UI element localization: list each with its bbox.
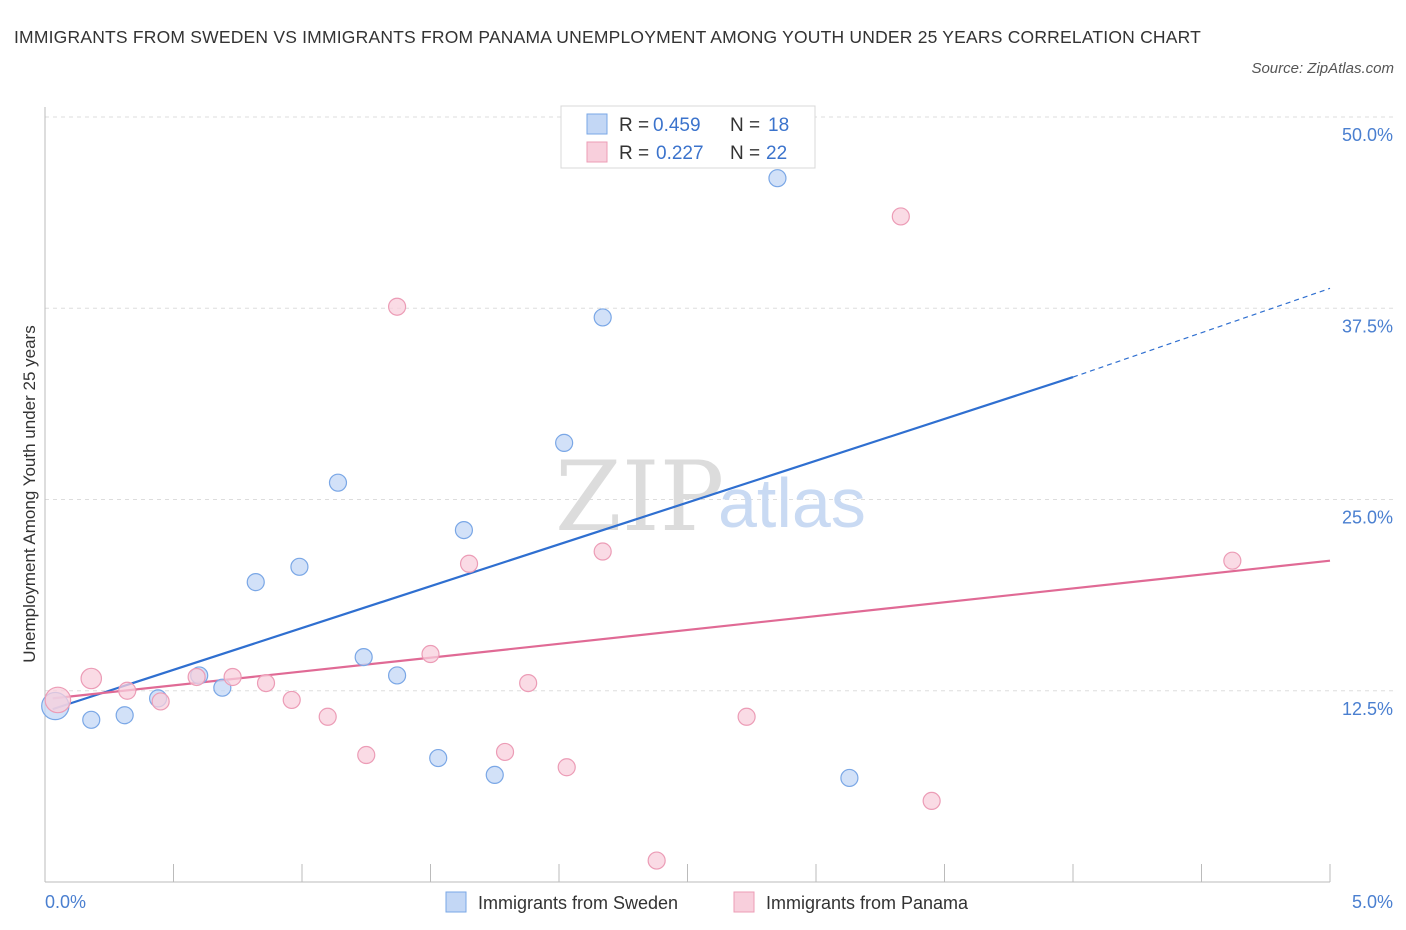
chart-title: IMMIGRANTS FROM SWEDEN VS IMMIGRANTS FRO…: [14, 27, 1202, 47]
y-axis-label: Unemployment Among Youth under 25 years: [20, 325, 39, 662]
point-panama: [737, 707, 756, 726]
top-legend: R = 0.459 N = 18 R = 0.227 N = 22: [560, 105, 816, 169]
point-panama: [151, 692, 170, 711]
point-panama: [44, 686, 72, 714]
point-panama: [80, 667, 103, 690]
trend-line-panama: [52, 559, 1331, 700]
point-panama: [421, 644, 440, 664]
point-sweden: [328, 473, 348, 492]
legend-r-label-sweden: R =: [619, 115, 649, 136]
trend-extension-sweden: [1072, 287, 1331, 378]
point-sweden: [768, 169, 787, 188]
y-tick-label: 50.0%: [1342, 125, 1393, 145]
point-panama: [357, 745, 376, 765]
point-sweden: [429, 748, 448, 768]
axis-ticks: 12.5% 25.0% 37.5% 50.0%: [1342, 125, 1393, 719]
point-panama: [118, 681, 137, 700]
point-panama: [223, 667, 242, 687]
bottom-legend-label-panama: Immigrants from Panama: [766, 893, 969, 913]
legend-r-value-sweden: 0.459: [653, 115, 701, 136]
point-sweden: [290, 557, 309, 576]
axes: [44, 107, 1331, 883]
point-sweden: [82, 710, 101, 729]
x-tick-label-max: 5.0%: [1352, 892, 1393, 912]
point-panama: [1223, 551, 1242, 570]
bottom-legend: Immigrants from Sweden Immigrants from P…: [445, 891, 969, 913]
y-tick-label: 25.0%: [1342, 508, 1393, 528]
grid-lines: [45, 116, 1395, 692]
legend-n-value-panama: 22: [766, 143, 787, 164]
point-sweden: [840, 768, 859, 788]
bottom-legend-label-sweden: Immigrants from Sweden: [478, 893, 678, 913]
point-panama: [256, 673, 276, 693]
x-tick-label-min: 0.0%: [45, 892, 86, 912]
point-panama: [557, 758, 576, 777]
legend-n-value-sweden: 18: [768, 115, 789, 136]
point-panama: [593, 542, 612, 561]
trend-line-sweden: [52, 376, 1074, 711]
legend-r-value-panama: 0.227: [656, 143, 704, 164]
point-panama: [282, 690, 301, 710]
source-label: Source: ZipAtlas.com: [1251, 60, 1394, 77]
point-sweden: [454, 520, 474, 540]
legend-swatch-sweden: [586, 113, 608, 135]
y-tick-label: 37.5%: [1342, 316, 1393, 336]
point-sweden: [555, 433, 574, 452]
point-sweden: [246, 573, 265, 592]
point-panama: [495, 742, 515, 762]
point-sweden: [387, 666, 407, 685]
legend-n-label-sweden: N =: [730, 115, 760, 136]
watermark-atlas: atlas: [718, 464, 866, 542]
legend-n-label-panama: N =: [730, 143, 760, 164]
watermark-zip: ZIP: [555, 441, 724, 553]
point-panama: [387, 297, 407, 316]
point-panama: [922, 791, 941, 811]
point-panama: [891, 207, 910, 226]
point-panama: [647, 851, 666, 870]
y-tick-label: 12.5%: [1342, 699, 1393, 719]
watermark: ZIP atlas: [555, 441, 866, 553]
point-sweden: [354, 647, 373, 667]
point-panama: [519, 673, 538, 693]
point-sweden: [115, 706, 134, 725]
bottom-legend-swatch-sweden: [445, 891, 467, 913]
point-panama: [187, 667, 206, 687]
legend-swatch-panama: [586, 141, 608, 163]
point-panama: [459, 554, 479, 573]
bottom-legend-swatch-panama: [733, 891, 755, 913]
point-panama: [318, 707, 337, 726]
point-sweden: [593, 308, 612, 327]
legend-r-label-panama: R =: [619, 143, 649, 164]
point-sweden: [485, 765, 504, 785]
data-points: [41, 169, 1242, 870]
